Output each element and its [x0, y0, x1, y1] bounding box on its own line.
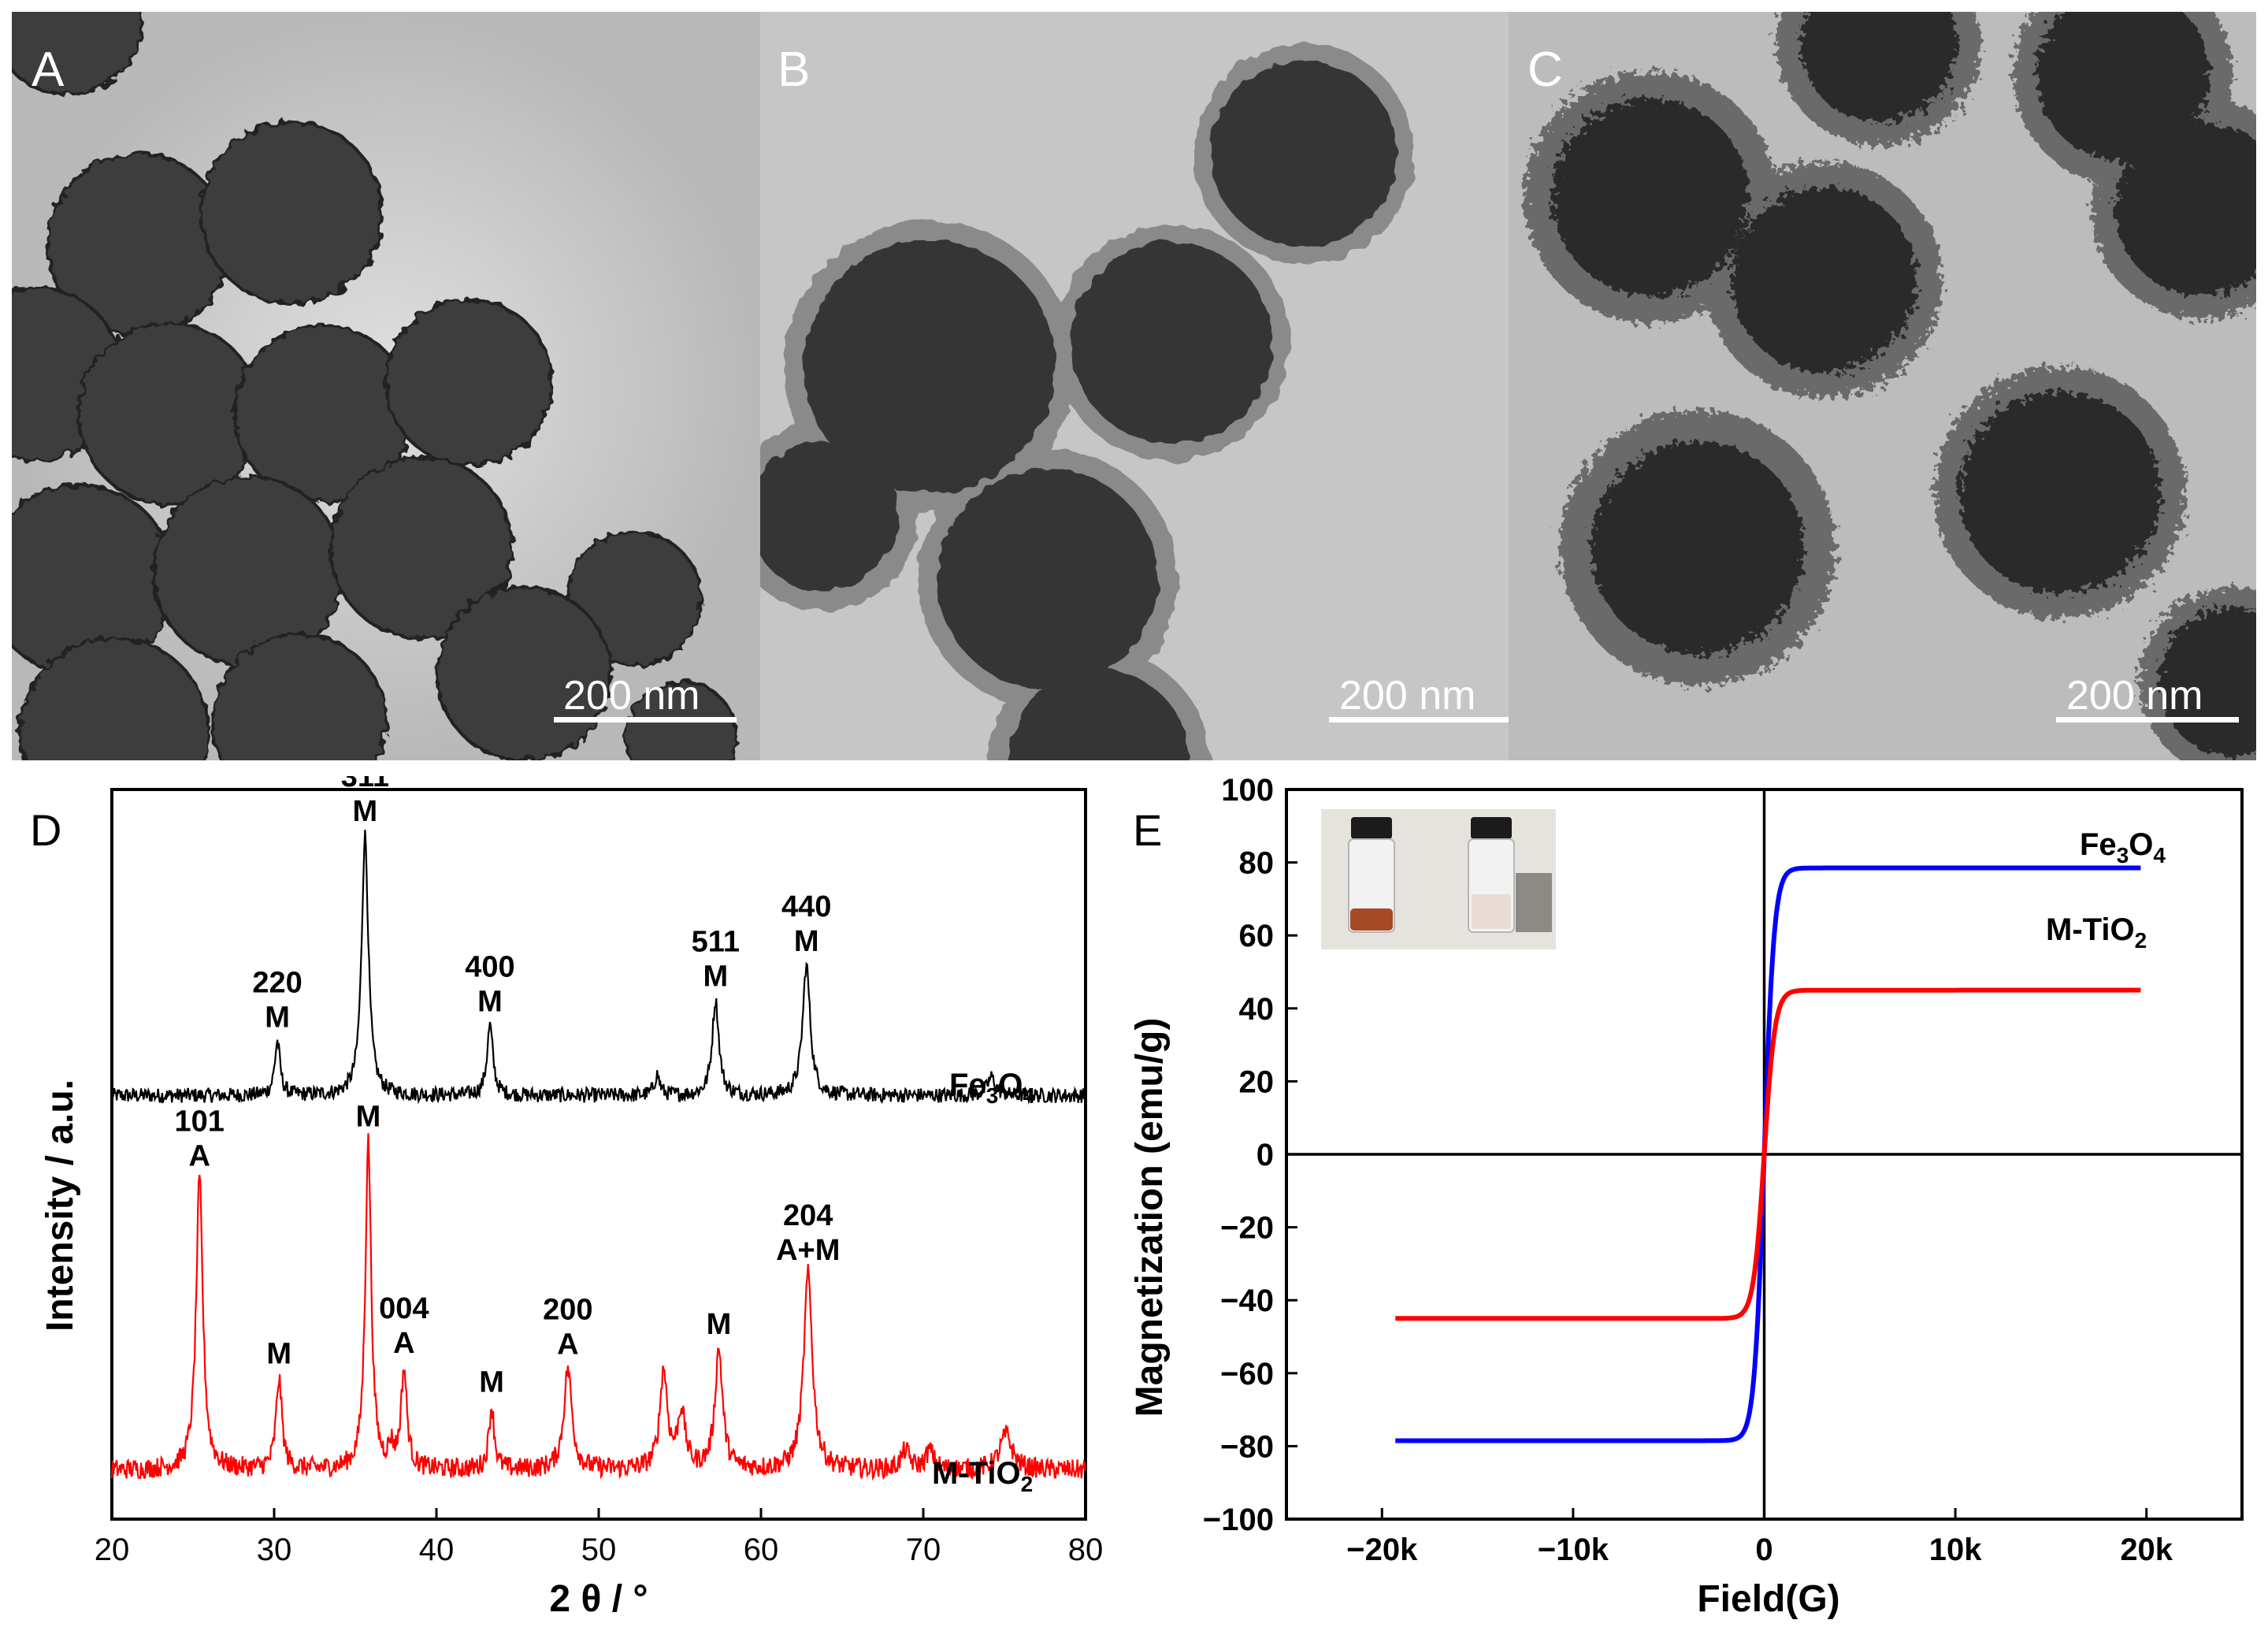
- vsm-y-axis-label: Magnetization (emu/g): [1134, 1018, 1171, 1417]
- xrd-peak-phase-label: A: [189, 1139, 210, 1172]
- panel-label-e: E: [1134, 805, 1162, 855]
- xrd-peak-hkl-label: 511: [692, 926, 740, 959]
- xrd-peak-phase-label: A+M: [776, 1234, 840, 1267]
- inset-vial-left: [1348, 817, 1395, 933]
- xrd-peak-phase-label: M: [707, 1308, 732, 1341]
- xrd-peak-phase-label: M: [356, 1100, 381, 1133]
- vsm-y-tick-label: 80: [1239, 846, 1275, 881]
- vsm-y-tick-label: −20: [1220, 1211, 1274, 1246]
- panel-label-b: B: [778, 43, 811, 97]
- scale-bar-label-c: 200 nm: [2066, 673, 2203, 719]
- xrd-peak-phase-label: M: [794, 925, 819, 958]
- xrd-peak-hkl-label: 311: [341, 776, 389, 793]
- vsm-y-tick-label: −80: [1220, 1429, 1274, 1464]
- scale-bar-label-a: 200 nm: [563, 673, 700, 719]
- xrd-series-label-fe3o4: Fe3O4: [949, 1068, 1035, 1108]
- xrd-x-axis-label: 2 θ / °: [549, 1578, 648, 1620]
- xrd-peak-hkl-label: 004: [379, 1292, 429, 1325]
- vsm-x-tick-label: 20k: [2120, 1533, 2173, 1567]
- panel-label-d: D: [30, 805, 61, 855]
- tem-image-c: C 200 nm: [1509, 12, 2256, 760]
- vsm-y-tick-label: 20: [1239, 1064, 1275, 1099]
- tem-image-b: B 200 nm: [760, 12, 1509, 760]
- tem-a-graphic: [12, 12, 760, 760]
- xrd-x-tick-label: 60: [744, 1533, 779, 1567]
- xrd-peak-phase-label: M: [479, 1365, 504, 1399]
- xrd-x-tick-label: 20: [95, 1533, 130, 1567]
- scale-bar-b: [1329, 717, 1509, 723]
- xrd-peak-phase-label: M: [703, 960, 728, 994]
- xrd-peak-hkl-label: 200: [543, 1294, 592, 1327]
- xrd-x-tick-label: 80: [1068, 1533, 1104, 1567]
- vsm-y-tick-label: −60: [1220, 1357, 1274, 1391]
- xrd-x-tick-label: 30: [257, 1533, 292, 1567]
- magnetization-chart: E −20k −10k 0 10k 20k −100 −80 −60 −40 −20 0 20 40 60…: [1134, 776, 2244, 1620]
- vsm-x-axis-label: Field(G): [1697, 1578, 1839, 1620]
- scale-bar-label-b: 200 nm: [1339, 673, 1476, 719]
- xrd-peak-hkl-label: 204: [783, 1199, 833, 1232]
- inset-vial-right: [1468, 817, 1552, 933]
- vsm-x-tick-label: 10k: [1929, 1533, 1982, 1567]
- vsm-y-tick-label: −100: [1203, 1503, 1274, 1537]
- magnetization-plot-area: −20k −10k 0 10k 20k −100 −80 −60 −40 −20 0 20 40 60 80…: [1203, 776, 2244, 1567]
- tem-image-a: A 200 nm: [12, 12, 760, 760]
- xrd-peak-phase-label: M: [265, 1001, 290, 1034]
- panel-label-c: C: [1527, 43, 1563, 97]
- scale-bar-a: [554, 717, 737, 723]
- xrd-x-tick-label: 40: [419, 1533, 455, 1567]
- xrd-peak-hkl-label: 400: [465, 951, 514, 984]
- vsm-y-tick-label: 40: [1239, 992, 1275, 1027]
- xrd-peak-phase-label: M: [266, 1338, 291, 1371]
- xrd-peak-hkl-label: 101: [175, 1105, 225, 1138]
- xrd-peak-hkl-label: 220: [252, 966, 302, 999]
- vsm-x-tick-label: −20k: [1346, 1533, 1418, 1567]
- vsm-series-label-mtio2: M-TiO2: [2046, 912, 2147, 953]
- vsm-y-tick-label: −40: [1220, 1284, 1274, 1318]
- vsm-y-tick-label: 60: [1239, 919, 1275, 953]
- xrd-peak-phase-label: M: [353, 795, 378, 828]
- xrd-peak-phase-label: A: [557, 1328, 578, 1362]
- panel-label-a: A: [32, 43, 65, 97]
- xrd-series-line: [110, 1133, 1087, 1481]
- tem-b-graphic: [760, 12, 1509, 760]
- tem-c-graphic: [1509, 12, 2256, 760]
- vsm-series-label-fe3o4: Fe3O4: [2080, 827, 2166, 868]
- xrd-x-tick-label: 70: [906, 1533, 941, 1567]
- xrd-peak-phase-label: A: [393, 1327, 414, 1360]
- xrd-series-label-mtio2: M-TiO2: [932, 1456, 1033, 1496]
- xrd-series-line: [110, 830, 1087, 1105]
- xrd-peak-phase-label: M: [477, 986, 503, 1019]
- xrd-x-tick-label: 50: [581, 1533, 617, 1567]
- vsm-x-tick-label: −10k: [1538, 1533, 1609, 1567]
- xrd-frame: [110, 788, 1087, 1521]
- vsm-series-line: [1395, 865, 2141, 1443]
- vsm-series-line: [1395, 987, 2141, 1321]
- vsm-y-tick-label: 0: [1256, 1138, 1274, 1172]
- vsm-x-tick-label: 0: [1755, 1533, 1772, 1567]
- scale-bar-c: [2056, 717, 2239, 723]
- xrd-peak-hkl-label: 440: [781, 890, 831, 923]
- xrd-y-axis-label: Intensity / a.u.: [39, 1079, 81, 1332]
- vsm-y-tick-label: 100: [1221, 776, 1274, 808]
